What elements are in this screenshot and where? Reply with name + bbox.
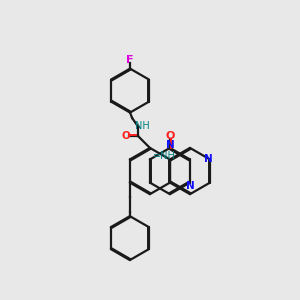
Text: O: O bbox=[122, 131, 130, 141]
Text: F: F bbox=[126, 55, 134, 65]
Text: NH: NH bbox=[135, 122, 150, 131]
Text: =NH: =NH bbox=[153, 151, 176, 161]
Text: N: N bbox=[166, 140, 174, 150]
Text: N: N bbox=[186, 181, 194, 190]
Text: O: O bbox=[165, 131, 175, 141]
Text: N: N bbox=[204, 154, 213, 164]
